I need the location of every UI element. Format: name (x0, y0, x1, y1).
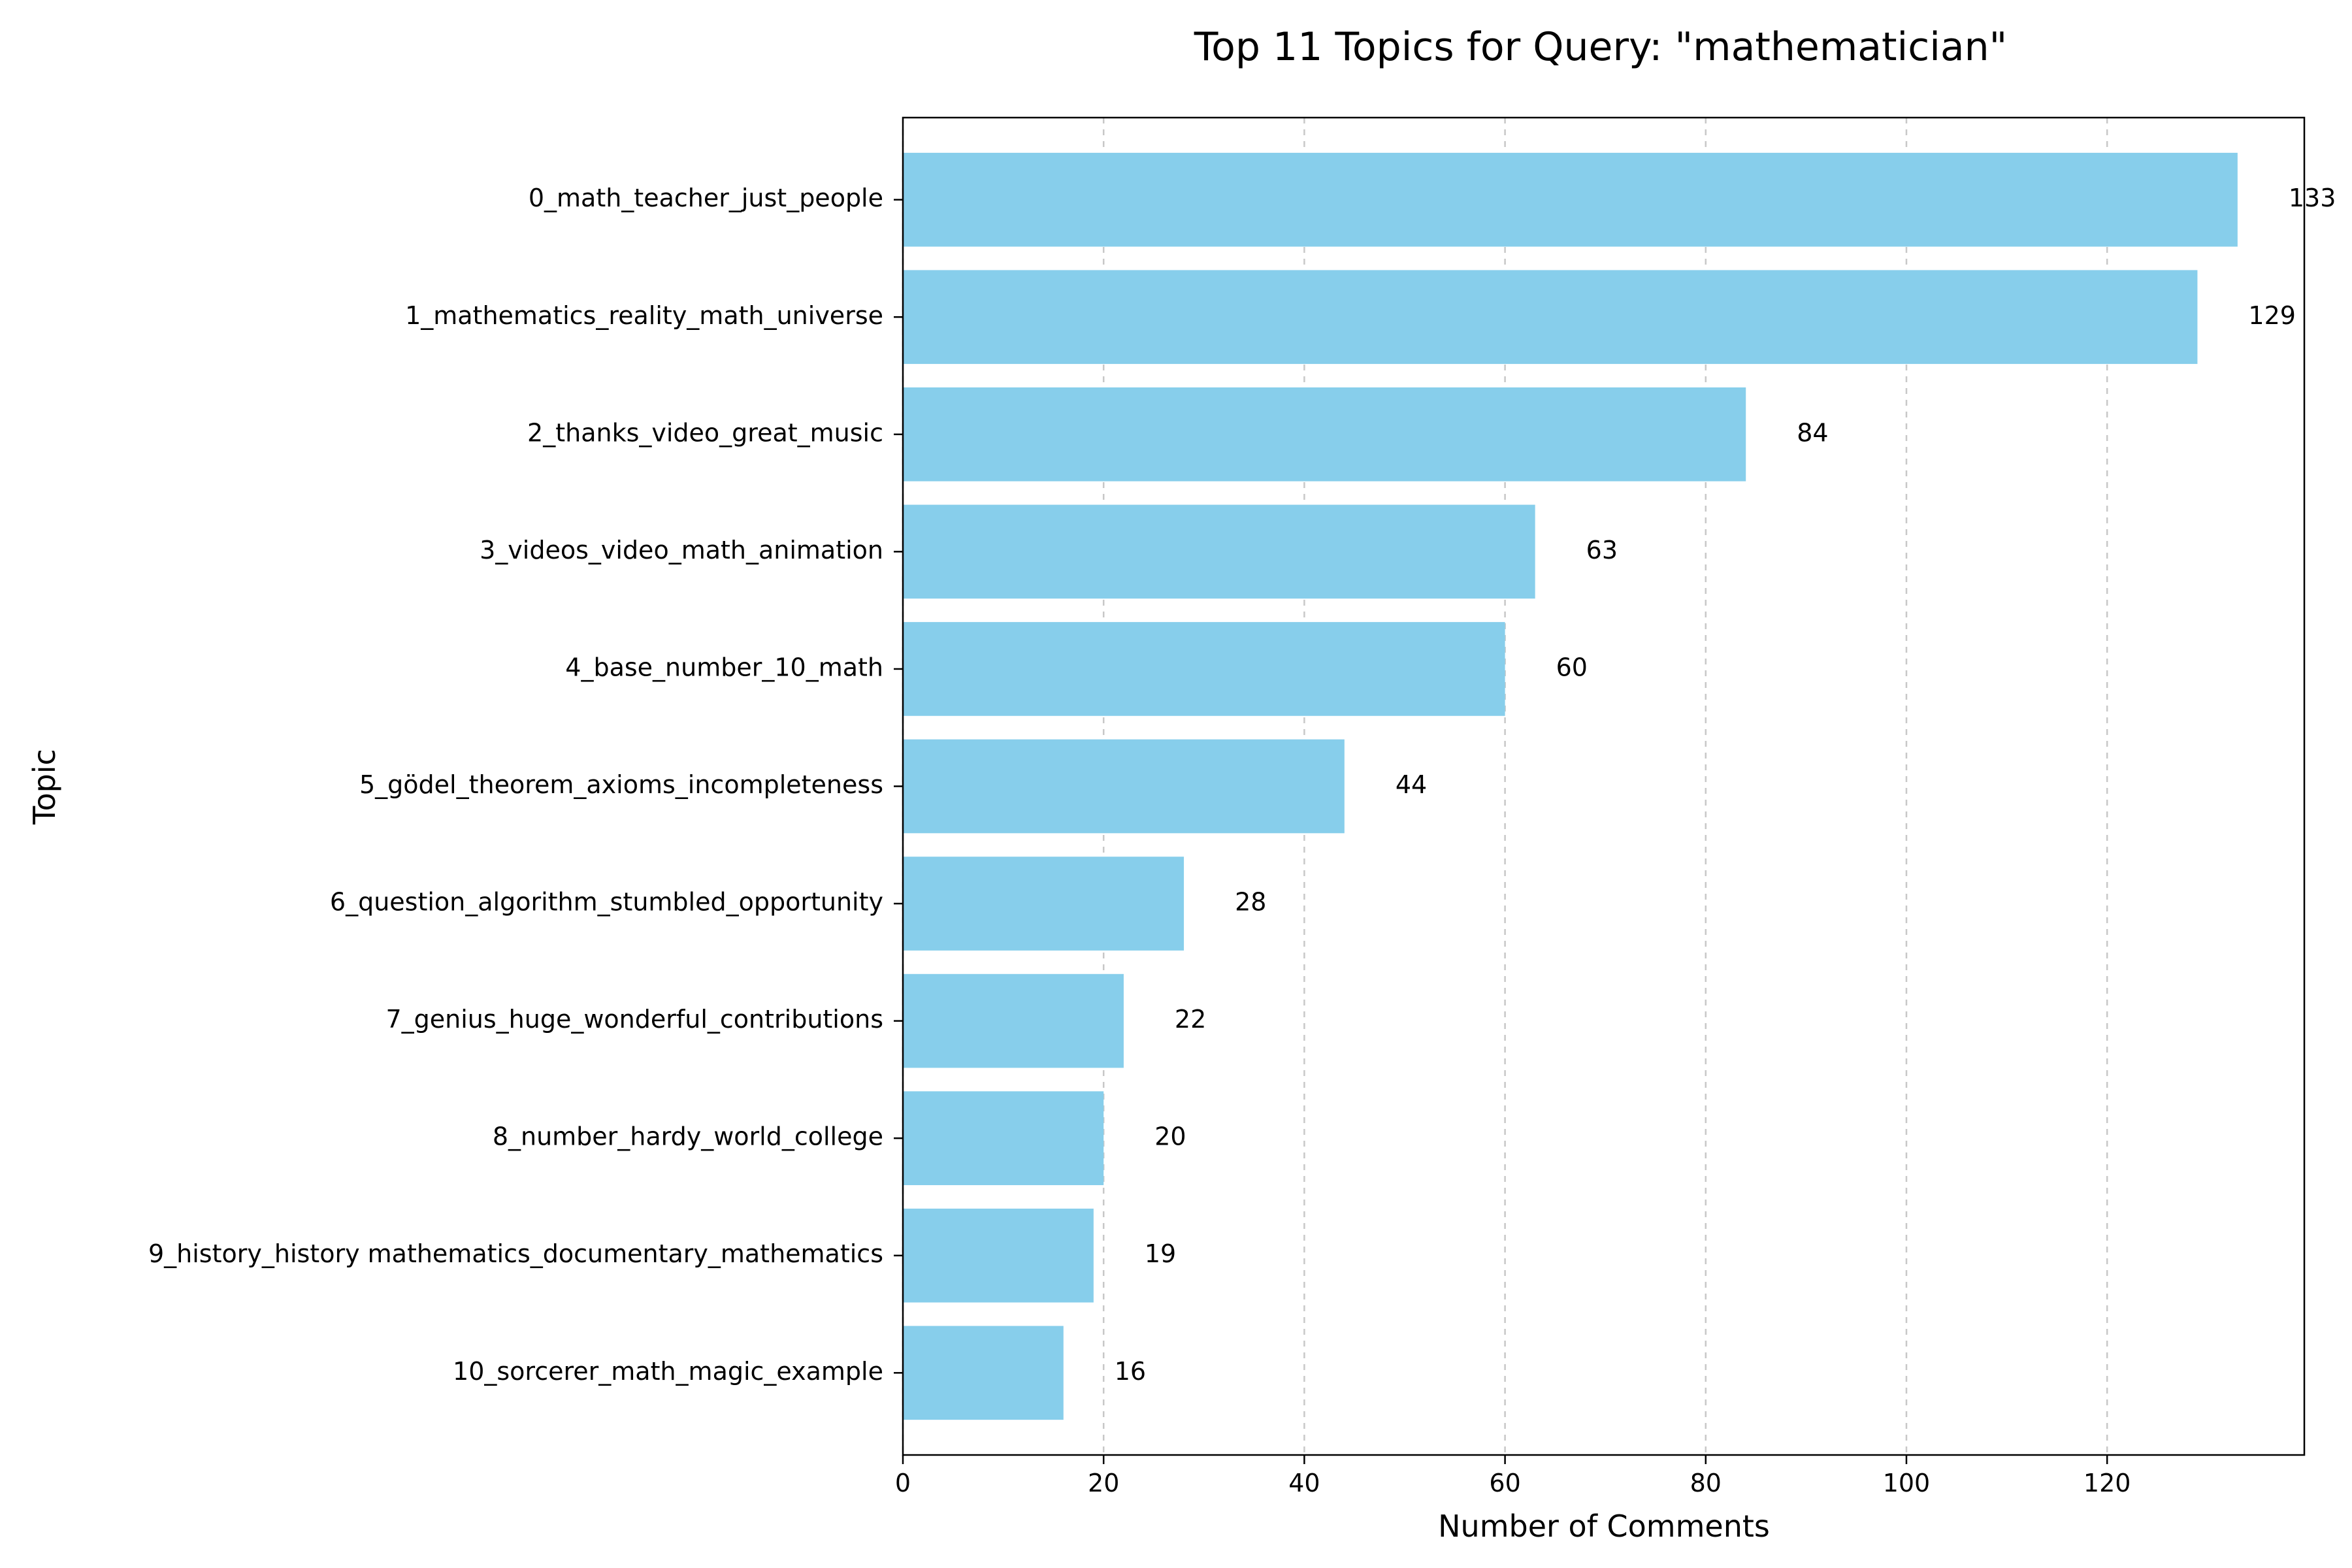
y-tick-label-4: 4_base_number_10_math (565, 653, 883, 681)
bar-value-label-9: 19 (1145, 1239, 1176, 1268)
x-tick-label-100: 100 (1883, 1469, 1931, 1497)
bar-5 (903, 739, 1345, 834)
bar-7 (903, 973, 1124, 1068)
bar-3 (903, 504, 1535, 599)
y-tick-label-7: 7_genius_huge_wonderful_contributions (385, 1005, 883, 1034)
x-tick-label-40: 40 (1288, 1469, 1320, 1497)
y-tick-label-6: 6_question_algorithm_stumbled_opportunit… (330, 888, 883, 917)
bar-10 (903, 1326, 1064, 1420)
bar-value-label-8: 20 (1154, 1122, 1186, 1151)
bar-value-label-3: 63 (1586, 536, 1618, 564)
bar-9 (903, 1208, 1094, 1303)
x-tick-label-20: 20 (1088, 1469, 1119, 1497)
bar-value-label-5: 44 (1396, 770, 1427, 799)
bar-2 (903, 387, 1746, 482)
bar-1 (903, 270, 2198, 365)
bar-8 (903, 1091, 1104, 1186)
bar-6 (903, 857, 1184, 951)
y-tick-label-10: 10_sorcerer_math_magic_example (453, 1357, 883, 1386)
y-axis-title: Topic (27, 749, 62, 825)
y-tick-label-1: 1_mathematics_reality_math_universe (405, 301, 883, 330)
y-tick-label-9: 9_history_history mathematics_documentar… (148, 1239, 883, 1268)
y-tick-label-8: 8_number_hardy_world_college (493, 1122, 883, 1151)
y-tick-label-3: 3_videos_video_math_animation (480, 536, 883, 564)
bar-value-label-10: 16 (1115, 1357, 1146, 1386)
x-tick-label-60: 60 (1489, 1469, 1520, 1497)
bar-0 (903, 152, 2238, 247)
x-tick-label-120: 120 (2083, 1469, 2131, 1497)
x-tick-label-0: 0 (895, 1469, 911, 1497)
y-tick-label-2: 2_thanks_video_great_music (527, 418, 883, 447)
x-axis-title: Number of Comments (1438, 1509, 1770, 1544)
y-tick-label-5: 5_gödel_theorem_axioms_incompleteness (359, 770, 883, 799)
bar-value-label-4: 60 (1556, 653, 1588, 681)
bar-value-label-2: 84 (1797, 418, 1828, 447)
x-axis: 0 20 40 60 80 100 120 (895, 1455, 2131, 1497)
bar-value-label-7: 22 (1175, 1005, 1206, 1034)
bar-4 (903, 622, 1505, 716)
y-axis: 0_math_teacher_just_people 1_mathematics_… (148, 184, 903, 1386)
bar-value-label-6: 28 (1235, 888, 1266, 917)
bar-value-label-1: 129 (2248, 301, 2296, 330)
data-labels-layer: 133 129 84 63 60 44 28 22 20 19 16 (1115, 184, 2336, 1386)
bar-value-label-0: 133 (2289, 184, 2336, 212)
chart-title: Top 11 Topics for Query: "mathematician" (1194, 24, 2008, 70)
x-tick-label-80: 80 (1690, 1469, 1722, 1497)
y-tick-label-0: 0_math_teacher_just_people (529, 184, 883, 212)
bars-layer (903, 152, 2238, 1420)
